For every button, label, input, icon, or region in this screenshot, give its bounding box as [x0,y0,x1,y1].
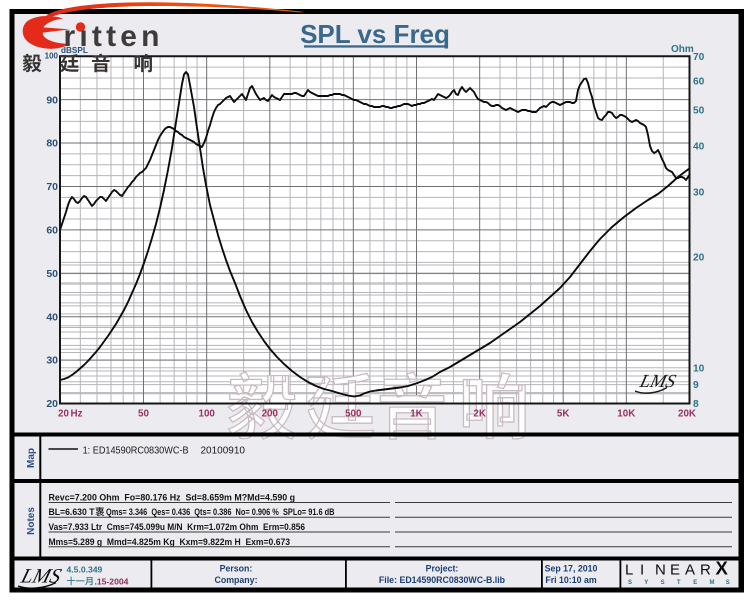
svg-text:200: 200 [262,409,279,420]
svg-text:N: N [655,562,666,579]
svg-text:dBSPL: dBSPL [61,46,88,55]
svg-text:80: 80 [46,138,58,150]
svg-text:File: ED14590RC0830WC-B.lib: File: ED14590RC0830WC-B.lib [379,575,506,585]
svg-text:60: 60 [693,77,705,88]
svg-text:20: 20 [693,252,705,263]
svg-text:90: 90 [46,94,58,106]
svg-text:M: M [710,580,715,586]
svg-text:S: S [628,580,632,586]
svg-text:Fri 10:10 am: Fri 10:10 am [545,575,597,585]
svg-text:Vas=7.933 Ltr Cms=745.099u M/: Vas=7.933 Ltr Cms=745.099u M/N Krm=1.072… [49,522,306,532]
svg-text:Ohm: Ohm [671,44,694,55]
svg-text:L: L [625,562,633,579]
svg-text:Map: Map [26,448,37,468]
svg-text:50: 50 [693,106,705,117]
svg-text:100: 100 [45,52,59,61]
svg-text:X: X [716,558,729,579]
svg-text:20: 20 [46,398,58,410]
svg-text:10K: 10K [617,409,635,420]
svg-text:T: T [677,580,681,586]
svg-text:5K: 5K [557,409,570,420]
svg-text:E: E [693,580,697,586]
svg-text:I: I [640,562,644,579]
svg-text:60: 60 [46,225,58,237]
svg-text:R: R [700,562,711,579]
svg-text:Notes: Notes [26,507,37,535]
svg-text:rıtten: rıtten [64,20,164,53]
svg-text:50: 50 [46,268,58,280]
svg-text:Hz: Hz [71,409,83,420]
svg-text:SPL vs Freq: SPL vs Freq [300,19,450,49]
svg-text:500: 500 [345,409,362,420]
svg-text:LMS: LMS [18,564,65,588]
svg-text:20100910: 20100910 [201,446,246,457]
svg-text:.15-2004: .15-2004 [95,576,129,586]
svg-text:40: 40 [693,141,705,152]
svg-text:10: 10 [693,363,705,374]
svg-text:Mms=5.289 g Mmd=4.825m Kg Kx: Mms=5.289 g Mmd=4.825m Kg Kxm=9.822m H E… [49,537,291,547]
svg-text:4.5.0.349: 4.5.0.349 [67,564,103,574]
svg-text:50: 50 [138,409,149,420]
svg-text:Y: Y [644,580,648,586]
svg-text:1: ED14590RC0830WC-B: 1: ED14590RC0830WC-B [83,446,189,457]
svg-text:Company:: Company: [214,575,257,585]
svg-text:E: E [670,562,680,579]
svg-text:1K: 1K [410,409,423,420]
svg-text:30: 30 [46,355,58,367]
svg-text:Qms= 3.346 Qes= 0.436 Qts= 0: Qms= 3.346 Qes= 0.436 Qts= 0.386 No= 0.9… [106,507,335,517]
svg-text:20K: 20K [678,409,696,420]
svg-text:9: 9 [693,380,699,391]
svg-text:40: 40 [46,311,58,323]
svg-text:BL=6.630 T: BL=6.630 T [49,507,95,517]
svg-text:S: S [661,580,665,586]
svg-text:Revc=7.200 Ohm Fo=80.176 Hz: Revc=7.200 Ohm Fo=80.176 Hz Sd=8.659m M?… [49,493,296,503]
svg-text:30: 30 [693,188,705,199]
svg-text:S: S [726,580,730,586]
svg-text:8: 8 [693,399,699,410]
svg-text:2K: 2K [473,409,486,420]
svg-text:Person:: Person: [220,564,253,574]
svg-text:A: A [685,562,695,579]
svg-text:Sep 17, 2010: Sep 17, 2010 [545,564,598,574]
svg-text:LMS: LMS [637,371,679,392]
svg-text:100: 100 [199,409,216,420]
svg-text:70: 70 [46,181,58,193]
svg-text:70: 70 [693,52,705,63]
svg-text:Project:: Project: [426,564,459,574]
svg-text:20: 20 [58,409,69,420]
